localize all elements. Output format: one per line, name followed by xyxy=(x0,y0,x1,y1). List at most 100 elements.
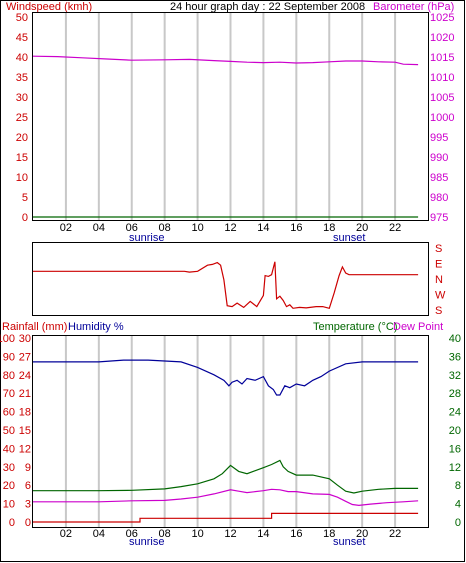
barometer-tick-label: 995 xyxy=(430,132,448,144)
rainfall-tick-label: 30 xyxy=(19,333,31,345)
humidity-tick-label: 40 xyxy=(3,443,15,455)
temperature-tick-label: 16 xyxy=(449,443,461,455)
temperature-tick-label: 40 xyxy=(449,333,461,345)
rainfall-tick-label: 15 xyxy=(19,425,31,437)
barometer-tick-label: 1025 xyxy=(430,12,454,24)
panel3-series xyxy=(33,359,419,523)
windspeed-tick-label: 25 xyxy=(16,112,28,124)
barometer-tick-label: 975 xyxy=(430,212,448,224)
rainfall-tick-label: 0 xyxy=(25,517,31,529)
x-tick-label: 22 xyxy=(389,222,401,234)
x-tick-label: 02 xyxy=(60,222,72,234)
temperature-axis: 0 4 8 12 16 20 24 28 32 36 40 xyxy=(449,333,461,529)
windspeed-tick-label: 30 xyxy=(16,92,28,104)
rainfall-tick-label: 6 xyxy=(25,480,31,492)
direction-tick-label: N xyxy=(435,274,443,286)
x-tick-label: 18 xyxy=(323,528,335,540)
direction-tick-label: W xyxy=(435,290,446,302)
x-tick-label: 04 xyxy=(93,222,105,234)
series-wind-direction xyxy=(33,261,419,310)
series-rainfall xyxy=(33,512,419,523)
humidity-tick-label: 60 xyxy=(3,407,15,419)
humidity-tick-label: 100 xyxy=(0,333,15,345)
humidity-tick-label: 70 xyxy=(3,388,15,400)
windspeed-tick-label: 10 xyxy=(16,172,28,184)
rainfall-tick-label: 27 xyxy=(19,351,31,363)
panel1-series xyxy=(32,55,419,218)
windspeed-tick-label: 15 xyxy=(16,152,28,164)
x-tick-label: 14 xyxy=(257,222,269,234)
x-tick-label: 22 xyxy=(389,528,401,540)
x-tick-label: 08 xyxy=(159,222,171,234)
windspeed-axis: 0 5 10 15 20 25 30 35 40 45 50 xyxy=(16,12,28,224)
humidity-tick-label: 20 xyxy=(3,480,15,492)
humidity-tick-label: 80 xyxy=(3,370,15,382)
barometer-tick-label: 1005 xyxy=(430,92,454,104)
windspeed-tick-label: 20 xyxy=(16,132,28,144)
barometer-tick-label: 1015 xyxy=(430,52,454,64)
humidity-tick-label: 90 xyxy=(3,351,15,363)
temperature-tick-label: 20 xyxy=(449,425,461,437)
direction-tick-label: S xyxy=(435,305,442,317)
x-tick-label: 12 xyxy=(224,222,236,234)
x-tick-label: 10 xyxy=(191,222,203,234)
humidity-axis-title: Humidity % xyxy=(68,321,124,333)
temperature-tick-label: 4 xyxy=(455,499,461,511)
page-title: 24 hour graph day : 22 September 2008 xyxy=(170,1,365,13)
humidity-tick-label: 50 xyxy=(3,425,15,437)
panel1-grid xyxy=(64,13,397,220)
panel3-frame xyxy=(32,335,429,528)
panel2-frame xyxy=(32,242,429,316)
windspeed-tick-label: 35 xyxy=(16,72,28,84)
temperature-tick-label: 0 xyxy=(455,517,461,529)
series-temperature xyxy=(33,459,419,494)
x-tick-label: 06 xyxy=(126,528,138,540)
rainfall-tick-label: 21 xyxy=(19,388,31,400)
barometer-tick-label: 985 xyxy=(430,172,448,184)
direction-tick-label: S xyxy=(435,243,442,255)
barometer-tick-label: 1020 xyxy=(430,32,454,44)
rainfall-tick-label: 18 xyxy=(19,407,31,419)
rainfall-axis: 0 3 6 9 12 15 18 21 24 27 30 xyxy=(19,333,31,529)
windspeed-tick-label: 45 xyxy=(16,32,28,44)
sunrise-label: sunrise xyxy=(129,232,164,244)
panel2-series xyxy=(33,261,419,310)
barometer-axis-title: Barometer (hPa) xyxy=(373,1,454,13)
panel1-x-axis: 02 04 06 08 10 12 14 16 18 20 22 xyxy=(60,222,401,234)
humidity-temperature-panel: 0102030405060708090100 03691215182124273… xyxy=(0,333,461,548)
barometer-tick-label: 1010 xyxy=(430,72,454,84)
x-tick-label: 10 xyxy=(191,528,203,540)
humidity-tick-label: 10 xyxy=(3,499,15,511)
temperature-tick-label: 12 xyxy=(449,462,461,474)
windspeed-tick-label: 40 xyxy=(16,52,28,64)
barometer-tick-label: 980 xyxy=(430,192,448,204)
windspeed-axis-title: Windspeed (kmh) xyxy=(6,1,92,13)
barometer-tick-label: 1000 xyxy=(430,112,454,124)
x-tick-label: 14 xyxy=(257,528,269,540)
humidity-tick-label: 30 xyxy=(3,462,15,474)
humidity-axis: 0 10 20 30 40 50 60 70 80 90 100 xyxy=(0,333,15,529)
x-tick-label: 16 xyxy=(290,222,302,234)
barometer-tick-label: 990 xyxy=(430,152,448,164)
rainfall-tick-label: 12 xyxy=(19,443,31,455)
x-tick-label: 02 xyxy=(60,528,72,540)
direction-tick-label: E xyxy=(435,259,442,271)
panel3-x-axis: 02 04 06 08 10 12 14 16 18 20 22 xyxy=(60,528,401,540)
windspeed-tick-label: 5 xyxy=(22,192,28,204)
temperature-tick-label: 28 xyxy=(449,388,461,400)
series-humidity xyxy=(33,359,419,396)
temperature-tick-label: 32 xyxy=(449,370,461,382)
x-tick-label: 18 xyxy=(323,222,335,234)
rainfall-tick-label: 9 xyxy=(25,462,31,474)
panel1-frame xyxy=(32,12,429,221)
rainfall-tick-label: 3 xyxy=(25,499,31,511)
sunrise-label: sunrise xyxy=(129,536,164,548)
sunset-label: sunset xyxy=(333,232,365,244)
barometer-axis: 975 980 985 990 995 1000 1005 1010 1015 1020 1025 xyxy=(430,12,454,224)
rainfall-axis-title: Rainfall (mm) xyxy=(2,321,67,333)
panel3-grid xyxy=(64,336,397,527)
